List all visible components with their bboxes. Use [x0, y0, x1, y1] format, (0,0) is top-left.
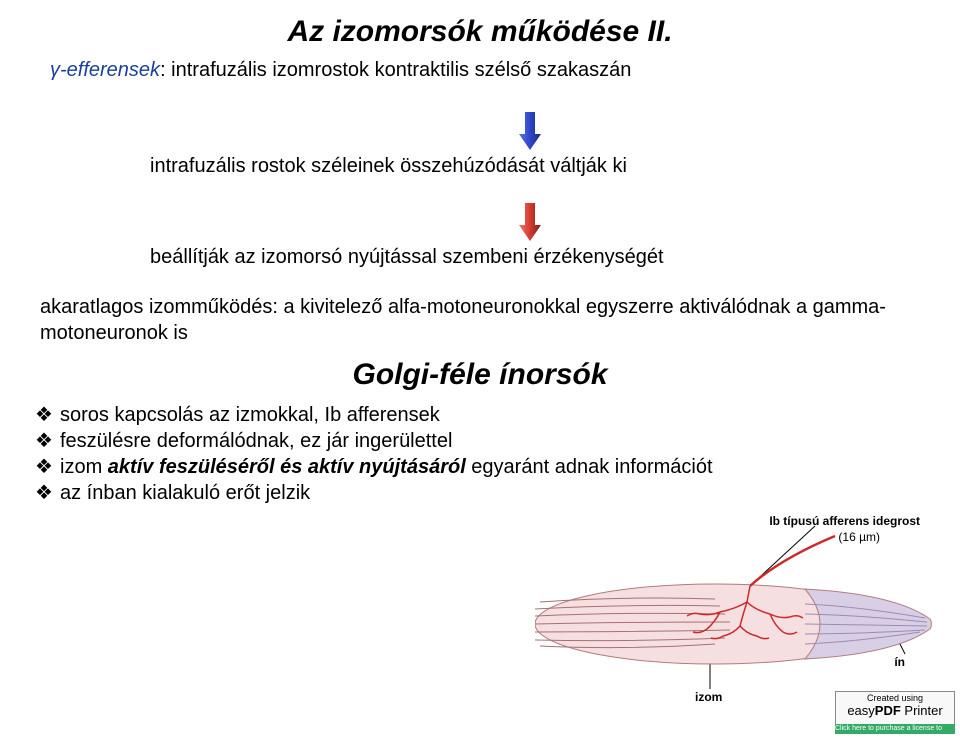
bullet-4: az ínban kialakuló erőt jelzik — [35, 480, 930, 506]
diagram-label-tendon: ín — [894, 655, 905, 669]
watermark-brand-post: Printer — [901, 703, 943, 718]
gamma-label: γ-efferensek — [50, 59, 160, 81]
watermark-brand-bold: PDF — [875, 703, 901, 718]
gamma-rest: : intrafuzális izomrostok kontraktilis s… — [160, 59, 631, 81]
diagram-label-muscle: izom — [695, 690, 722, 704]
bullet-3-em: aktív feszüléséről és aktív nyújtásáról — [108, 456, 466, 478]
subtitle-golgi: Golgi-féle ínorsók — [30, 358, 930, 392]
diagram-label-ib-afferent: Ib típusú afferens idegrost — [769, 514, 920, 528]
arrow-down-blue — [130, 112, 930, 155]
paragraph-voluntary: akaratlagos izomműködés: a kivitelező al… — [40, 294, 930, 346]
line-gamma-efferents: γ-efferensek: intrafuzális izomrostok ko… — [50, 59, 930, 82]
bullet-2: feszülésre deformálódnak, ez jár ingerül… — [35, 428, 930, 454]
bullet-3-pre: izom — [60, 456, 108, 478]
golgi-tendon-diagram: Ib típusú afferens idegrost (16 µm) ín i… — [535, 514, 935, 704]
bullet-3: izom aktív feszüléséről és aktív nyújtás… — [35, 454, 930, 480]
arrow-down-red — [130, 203, 930, 246]
watermark-click-bar[interactable]: Click here to purchase a license to remo… — [835, 724, 955, 734]
bullet-3-post: egyaránt adnak információt — [466, 456, 713, 478]
line-intrafusal: intrafuzális rostok széleinek összehúzód… — [150, 155, 930, 178]
line-set-sensitivity: beállítják az izomorsó nyújtással szembe… — [150, 246, 930, 269]
bullet-1: soros kapcsolás az izmokkal, Ib afferens… — [35, 402, 930, 428]
diagram-label-micron: (16 µm) — [838, 530, 880, 544]
watermark-brand: easyPDF Printer — [836, 704, 954, 718]
bullet-list: soros kapcsolás az izmokkal, Ib afferens… — [35, 402, 930, 506]
watermark-brand-pre: easy — [847, 703, 874, 718]
slide-title: Az izomorsók működése II. — [30, 15, 930, 49]
